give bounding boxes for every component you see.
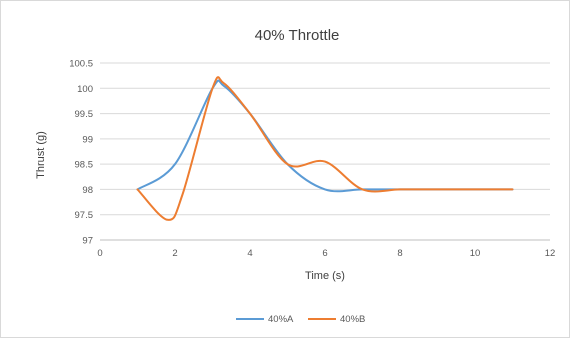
y-tick-label: 99 [82,134,93,145]
x-tick-label: 0 [97,248,102,259]
legend: 40%A 40%B [236,314,365,325]
y-tick-label: 99.5 [75,109,94,120]
y-tick-label: 97.5 [75,210,94,221]
x-tick-label: 2 [172,248,177,259]
x-tick-label: 8 [397,248,402,259]
legend-label: 40%A [268,314,294,325]
series-lines [136,76,514,221]
chart-title: 40% Throttle [255,27,340,44]
y-axis-label: Thrust (g) [35,131,47,179]
y-tick-label: 98.5 [75,160,94,171]
x-tick-label: 12 [545,248,556,259]
y-tick-label: 100 [77,84,93,95]
y-tick-label: 100.5 [69,59,93,70]
legend-label: 40%B [340,314,365,325]
series-line-b [136,76,514,221]
x-tick-label: 10 [470,248,481,259]
y-tick-label: 97 [82,236,93,247]
x-tick-label: 4 [247,248,252,259]
axes: 97 97.5 98 98.5 99 99.5 100 100.5 0 2 4 6 8 10 12 [69,59,555,260]
x-tick-label: 6 [322,248,327,259]
y-tick-label: 98 [82,185,93,196]
x-axis-label: Time (s) [305,270,345,282]
